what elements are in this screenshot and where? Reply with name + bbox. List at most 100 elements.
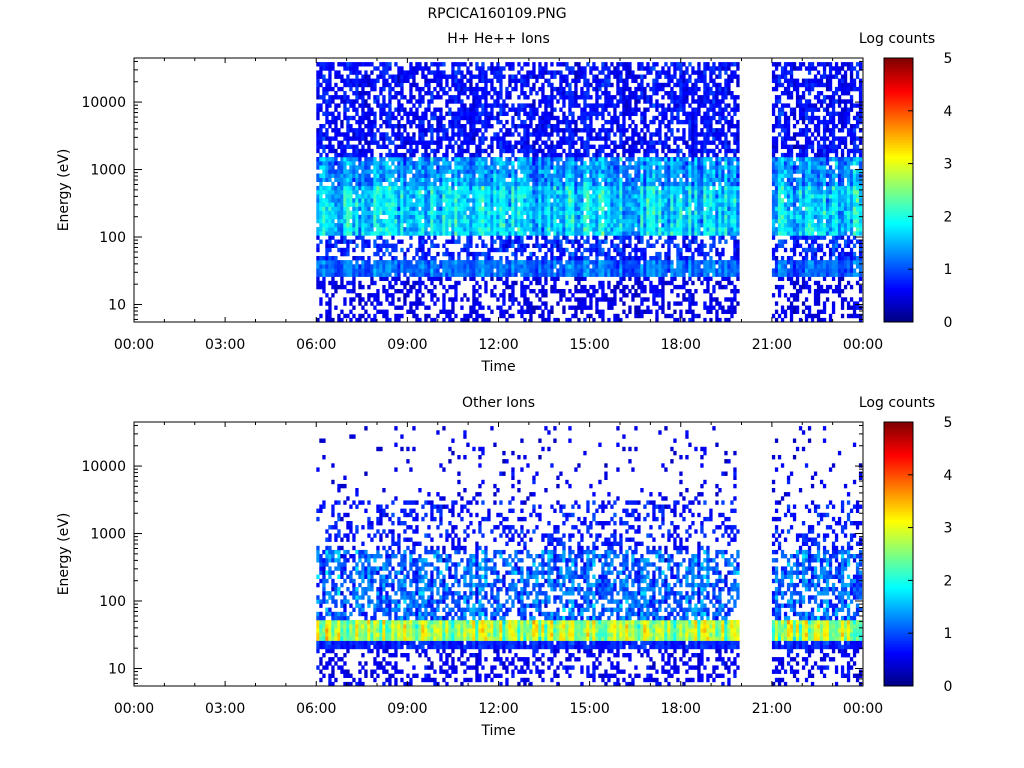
spectrogram-cell xyxy=(382,284,386,290)
spectrogram-cell xyxy=(592,243,596,248)
spectrogram-cell xyxy=(493,115,497,121)
spectrogram-cell xyxy=(328,301,332,306)
spectrogram-cell xyxy=(319,82,323,88)
spectrogram-cell xyxy=(610,223,614,228)
spectrogram-cell xyxy=(394,214,398,220)
spectrogram-cell xyxy=(337,86,341,92)
spectrogram-cell xyxy=(361,173,365,178)
spectrogram-cell xyxy=(364,243,368,248)
spectrogram-cell xyxy=(391,124,395,129)
spectrogram-cell xyxy=(490,309,494,314)
spectrogram-cell xyxy=(493,202,497,207)
spectrogram-cell xyxy=(445,111,449,116)
spectrogram-cell xyxy=(436,264,440,269)
spectrogram-cell xyxy=(619,206,623,211)
spectrogram-cell xyxy=(352,136,356,141)
spectrogram-cell xyxy=(466,144,470,149)
spectrogram-cell xyxy=(334,256,338,261)
spectrogram-cell xyxy=(574,247,578,253)
spectrogram-cell xyxy=(433,264,437,269)
spectrogram-cell xyxy=(583,247,587,253)
spectrogram-cell xyxy=(379,152,383,158)
spectrogram-cell xyxy=(343,148,347,154)
spectrogram-cell xyxy=(511,218,515,224)
spectrogram-cell xyxy=(502,165,506,170)
spectrogram-cell xyxy=(385,264,389,269)
spectrogram-cell xyxy=(622,210,626,215)
spectrogram-cell xyxy=(454,169,458,174)
spectrogram-cell xyxy=(406,264,410,269)
spectrogram-cell xyxy=(619,62,623,67)
spectrogram-cell xyxy=(550,243,554,248)
spectrogram-cell xyxy=(529,264,533,269)
spectrogram-cell xyxy=(352,78,356,83)
spectrogram-cell xyxy=(427,161,431,166)
spectrogram-cell xyxy=(340,210,344,215)
spectrogram-cell xyxy=(340,148,344,154)
spectrogram-cell xyxy=(445,91,449,96)
spectrogram-cell xyxy=(322,74,326,79)
spectrogram-cell xyxy=(577,128,581,133)
spectrogram-cell xyxy=(583,99,587,104)
spectrogram-cell xyxy=(502,99,506,104)
spectrogram-cell xyxy=(541,210,545,215)
spectrogram-cell xyxy=(598,103,602,108)
spectrogram-cell xyxy=(331,276,335,281)
spectrogram-cell xyxy=(610,152,614,158)
spectrogram-cell xyxy=(526,144,530,149)
spectrogram-cell xyxy=(334,272,338,277)
spectrogram-cells xyxy=(316,62,863,323)
spectrogram-cell xyxy=(358,202,362,207)
spectrogram-cell xyxy=(457,107,461,112)
spectrogram-cell xyxy=(325,223,329,228)
spectrogram-cell xyxy=(571,210,575,215)
spectrogram-cell xyxy=(553,218,557,224)
spectrogram-cell xyxy=(328,173,332,178)
spectrogram-cell xyxy=(511,223,515,228)
spectrogram-cell xyxy=(418,194,422,199)
spectrogram-cell xyxy=(481,231,485,236)
spectrogram-cell xyxy=(508,202,512,207)
spectrogram-cell xyxy=(367,194,371,199)
spectrogram-cell xyxy=(571,264,575,269)
spectrogram-cell xyxy=(595,260,599,265)
spectrogram-cell xyxy=(535,276,539,281)
spectrogram-cell xyxy=(628,107,632,112)
spectrogram-cell xyxy=(463,185,467,191)
spectrogram-cell xyxy=(397,144,401,149)
spectrogram-cell xyxy=(397,218,401,224)
spectrogram-cell xyxy=(625,313,629,319)
spectrogram-cell xyxy=(577,185,581,191)
spectrogram-cell xyxy=(511,190,515,195)
spectrogram-cell xyxy=(352,289,356,294)
spectrogram-cell xyxy=(424,173,428,178)
spectrogram-cell xyxy=(595,82,599,88)
spectrogram-cell xyxy=(580,169,584,174)
spectrogram-cell xyxy=(634,235,638,240)
spectrogram-cell xyxy=(613,235,617,240)
spectrogram-cell xyxy=(343,210,347,215)
spectrogram-cell xyxy=(391,284,395,290)
spectrogram-cell xyxy=(328,169,332,174)
spectrogram-cell xyxy=(463,128,467,133)
spectrogram-cell xyxy=(439,264,443,269)
spectrogram-cell xyxy=(358,115,362,121)
spectrogram-cell xyxy=(394,227,398,232)
spectrogram-cell xyxy=(373,218,377,224)
spectrogram-cell xyxy=(499,202,503,207)
spectrogram-cell xyxy=(418,289,422,294)
spectrogram-cell xyxy=(610,260,614,265)
spectrogram-cell xyxy=(637,95,641,100)
spectrogram-cell xyxy=(382,264,386,269)
spectrogram-cell xyxy=(622,239,626,244)
spectrogram-cell xyxy=(475,260,479,265)
spectrogram-cell xyxy=(544,70,548,75)
spectrogram-cell xyxy=(580,297,584,302)
spectrogram-cell xyxy=(616,119,620,125)
spectrogram-cell xyxy=(421,99,425,104)
spectrogram-cell xyxy=(607,317,611,323)
spectrogram-cell xyxy=(562,169,566,174)
spectrogram-cell xyxy=(541,82,545,88)
spectrogram-cell xyxy=(610,173,614,178)
spectrogram-cell xyxy=(589,251,593,257)
